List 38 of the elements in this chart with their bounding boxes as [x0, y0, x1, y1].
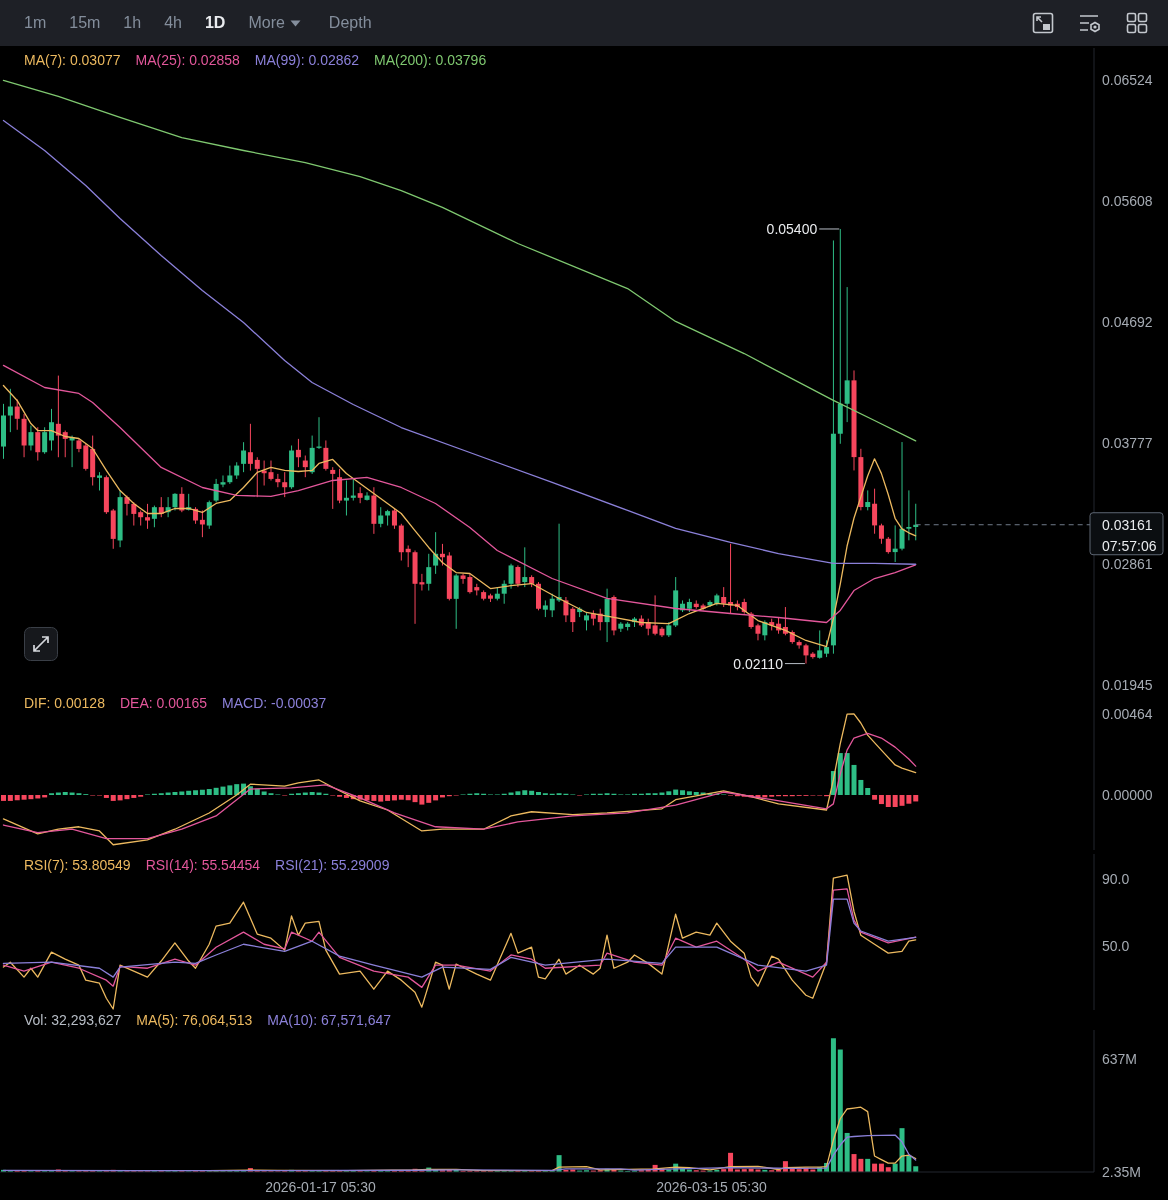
y-tick-label: 0.00000 — [1102, 786, 1153, 803]
y-tick-label: 0.05608 — [1102, 193, 1153, 210]
text: DIF: 0.00128 — [24, 694, 105, 712]
ref-line-label: 0.03161 — [1102, 516, 1153, 533]
text: 15m — [69, 14, 101, 32]
x-tick-label: 2026-01-17 05:30 — [265, 1178, 376, 1195]
text: DEA: 0.00165 — [119, 694, 208, 712]
y-tick-label: 0.00464 — [1102, 705, 1153, 722]
text: 1m — [24, 14, 47, 32]
y-tick-label: 0.04692 — [1102, 314, 1153, 331]
text: RSI(21): 55.29009 — [275, 856, 390, 874]
text: MA(200): 0.03796 — [374, 51, 487, 69]
text: MA(99): 0.02862 — [254, 51, 360, 69]
text: MA(5): 76,064,513 — [136, 1011, 253, 1029]
text: RSI(7): 53.80549 — [24, 856, 131, 874]
y-tick-label: 90.0 — [1102, 871, 1130, 888]
y-tick-label: 2.35M — [1102, 1163, 1141, 1180]
annotation: MACD: -0.00037 — [222, 694, 327, 712]
text: More — [248, 14, 285, 32]
text: 4h — [164, 14, 182, 32]
text: 1h — [123, 14, 142, 32]
x-tick-label: 2026-03-15 05:30 — [656, 1178, 767, 1195]
y-tick-label: 0.03777 — [1102, 435, 1153, 452]
text: 1D — [204, 14, 226, 32]
text: MA(7): 0.03077 — [24, 51, 121, 69]
text: RSI(14): 55.54454 — [145, 856, 261, 874]
text: MA(25): 0.02858 — [135, 51, 240, 69]
annotation: 0.05400 — [766, 220, 818, 237]
text: Depth — [328, 14, 372, 32]
text: 07:57:06 — [1102, 537, 1157, 554]
annotation: 0.02110 — [733, 655, 784, 672]
y-tick-label: 0.02861 — [1102, 556, 1153, 573]
y-tick-label: 0.06524 — [1102, 72, 1153, 89]
y-tick-label: 0.01945 — [1102, 677, 1153, 694]
y-tick-label: 50.0 — [1102, 938, 1130, 955]
text: Vol: 32,293,627 — [24, 1011, 122, 1029]
y-tick-label: 637M — [1102, 1050, 1138, 1067]
text: MA(10): 67,571,647 — [267, 1011, 392, 1029]
